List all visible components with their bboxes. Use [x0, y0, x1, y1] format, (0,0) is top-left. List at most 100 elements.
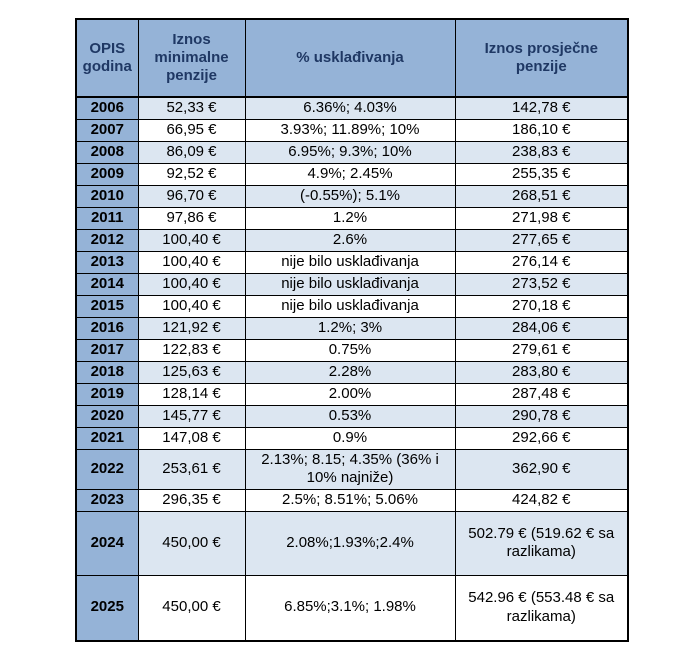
min-pension-value: 86,09 € [137, 141, 246, 164]
average-pension-value: 292,66 € [454, 427, 629, 450]
table-row: 2018 125,63 €2.28% 283,80 € [75, 361, 629, 384]
table-row: 2009 92,52 €4.9%; 2.45% 255,35 € [75, 163, 629, 186]
min-pension-value: 296,35 € [137, 488, 246, 512]
year-value: 2017 [75, 339, 139, 362]
year-value: 2024 [75, 510, 139, 576]
average-pension-value: 268,51 € [454, 185, 629, 208]
year-value: 2014 [75, 273, 139, 296]
adjustment-percent-value: 6.85%;3.1%; 1.98% [244, 574, 456, 642]
min-pension-value: 121,92 € [137, 317, 246, 340]
min-pension-value: 125,63 € [137, 361, 246, 384]
adjustment-percent-value: 0.9% [244, 427, 456, 450]
table-row: 2013 100,40 € nije bilo usklađivanja 276,14… [75, 251, 629, 274]
average-pension-value: 284,06 € [454, 317, 629, 340]
table-row: 2011 97,86 €1.2% 271,98 € [75, 207, 629, 230]
min-pension-value: 100,40 € [137, 251, 246, 274]
adjustment-percent-value: 6.36%; 4.03% [244, 96, 456, 120]
min-pension-value: 253,61 € [137, 449, 246, 490]
average-pension-value: 362,90 € [454, 449, 629, 490]
average-pension-value: 502.79 € (519.62 € sa razlikama) [454, 510, 629, 576]
year-value: 2010 [75, 185, 139, 208]
average-pension-value: 142,78 € [454, 96, 629, 120]
adjustment-percent-value: 2.6% [244, 229, 456, 252]
year-value: 2006 [75, 96, 139, 120]
year-value: 2012 [75, 229, 139, 252]
year-value: 2016 [75, 317, 139, 340]
adjustment-percent-value: 2.08%;1.93%;2.4% [244, 510, 456, 576]
average-pension-value: 424,82 € [454, 488, 629, 512]
year-value: 2022 [75, 449, 139, 490]
year-value: 2011 [75, 207, 139, 230]
year-value: 2023 [75, 488, 139, 512]
average-pension-value: 273,52 € [454, 273, 629, 296]
average-pension-value: 542.96 € (553.48 € sa razlikama) [454, 574, 629, 642]
adjustment-percent-value: 6.95%; 9.3%; 10% [244, 141, 456, 164]
table-row: 2024 450,00 €2.08%;1.93%;2.4% 502.79 € (51… [75, 510, 629, 576]
table-row: 2012 100,40 €2.6% 277,65 € [75, 229, 629, 252]
average-pension-value: 271,98 € [454, 207, 629, 230]
adjustment-percent-value: (-0.55%); 5.1% [244, 185, 456, 208]
average-pension-value: 255,35 € [454, 163, 629, 186]
table-row: 2017 122,83 €0.75% 279,61 € [75, 339, 629, 362]
year-value: 2007 [75, 119, 139, 142]
adjustment-percent-value: 1.2%; 3% [244, 317, 456, 340]
year-value: 2019 [75, 383, 139, 406]
column-header-opis-godina: OPIS godina [75, 18, 139, 98]
table-row: 2019 128,14 €2.00% 287,48 € [75, 383, 629, 406]
table-row: 2015 100,40 € nije bilo usklađivanja 270,18… [75, 295, 629, 318]
average-pension-value: 279,61 € [454, 339, 629, 362]
adjustment-percent-value: 0.75% [244, 339, 456, 362]
column-header-iznos-minimalne-penzije: Iznos minimalne penzije [137, 18, 246, 98]
table-row: 2007 66,95 €3.93%; 11.89%; 10% 186,10 € [75, 119, 629, 142]
min-pension-value: 450,00 € [137, 510, 246, 576]
adjustment-percent-value: nije bilo usklađivanja [244, 273, 456, 296]
min-pension-value: 100,40 € [137, 273, 246, 296]
average-pension-value: 238,83 € [454, 141, 629, 164]
adjustment-percent-value: 3.93%; 11.89%; 10% [244, 119, 456, 142]
min-pension-value: 66,95 € [137, 119, 246, 142]
table-row: 2020 145,77 €0.53% 290,78 € [75, 405, 629, 428]
header-row: OPIS godina Iznos minimalne penzije % us… [75, 18, 629, 98]
table-row: 2021 147,08 €0.9% 292,66 € [75, 427, 629, 450]
year-value: 2025 [75, 574, 139, 642]
min-pension-value: 128,14 € [137, 383, 246, 406]
min-pension-value: 122,83 € [137, 339, 246, 362]
adjustment-percent-value: 2.5%; 8.51%; 5.06% [244, 488, 456, 512]
adjustment-percent-value: 1.2% [244, 207, 456, 230]
average-pension-value: 276,14 € [454, 251, 629, 274]
min-pension-value: 97,86 € [137, 207, 246, 230]
year-value: 2008 [75, 141, 139, 164]
average-pension-value: 186,10 € [454, 119, 629, 142]
table-row: 2016 121,92 €1.2%; 3% 284,06 € [75, 317, 629, 340]
min-pension-value: 147,08 € [137, 427, 246, 450]
adjustment-percent-value: 2.28% [244, 361, 456, 384]
adjustment-percent-value: 2.00% [244, 383, 456, 406]
table-row: 2014 100,40 € nije bilo usklađivanja 273,52… [75, 273, 629, 296]
min-pension-value: 145,77 € [137, 405, 246, 428]
min-pension-value: 96,70 € [137, 185, 246, 208]
average-pension-value: 283,80 € [454, 361, 629, 384]
year-value: 2013 [75, 251, 139, 274]
table-row: 2006 52,33 €6.36%; 4.03% 142,78 € [75, 96, 629, 120]
min-pension-value: 100,40 € [137, 295, 246, 318]
table-row: 2008 86,09 €6.95%; 9.3%; 10% 238,83 € [75, 141, 629, 164]
adjustment-percent-value: nije bilo usklađivanja [244, 251, 456, 274]
average-pension-value: 290,78 € [454, 405, 629, 428]
average-pension-value: 287,48 € [454, 383, 629, 406]
min-pension-value: 92,52 € [137, 163, 246, 186]
year-value: 2015 [75, 295, 139, 318]
adjustment-percent-value: 4.9%; 2.45% [244, 163, 456, 186]
column-header-postotak-uskladjivanja: % usklađivanja [244, 18, 456, 98]
average-pension-value: 277,65 € [454, 229, 629, 252]
table-body: 2006 52,33 €6.36%; 4.03% 142,78 €2007 66,95… [75, 96, 629, 642]
year-value: 2009 [75, 163, 139, 186]
table-row: 2022 253,61 €2.13%; 8.15; 4.35% (36% i 10… [75, 449, 629, 490]
min-pension-value: 52,33 € [137, 96, 246, 120]
average-pension-value: 270,18 € [454, 295, 629, 318]
column-header-iznos-prosjecne-penzije: Iznos prosječne penzije [454, 18, 629, 98]
min-pension-value: 450,00 € [137, 574, 246, 642]
pension-table: OPIS godina Iznos minimalne penzije % us… [75, 18, 629, 642]
year-value: 2021 [75, 427, 139, 450]
year-value: 2018 [75, 361, 139, 384]
